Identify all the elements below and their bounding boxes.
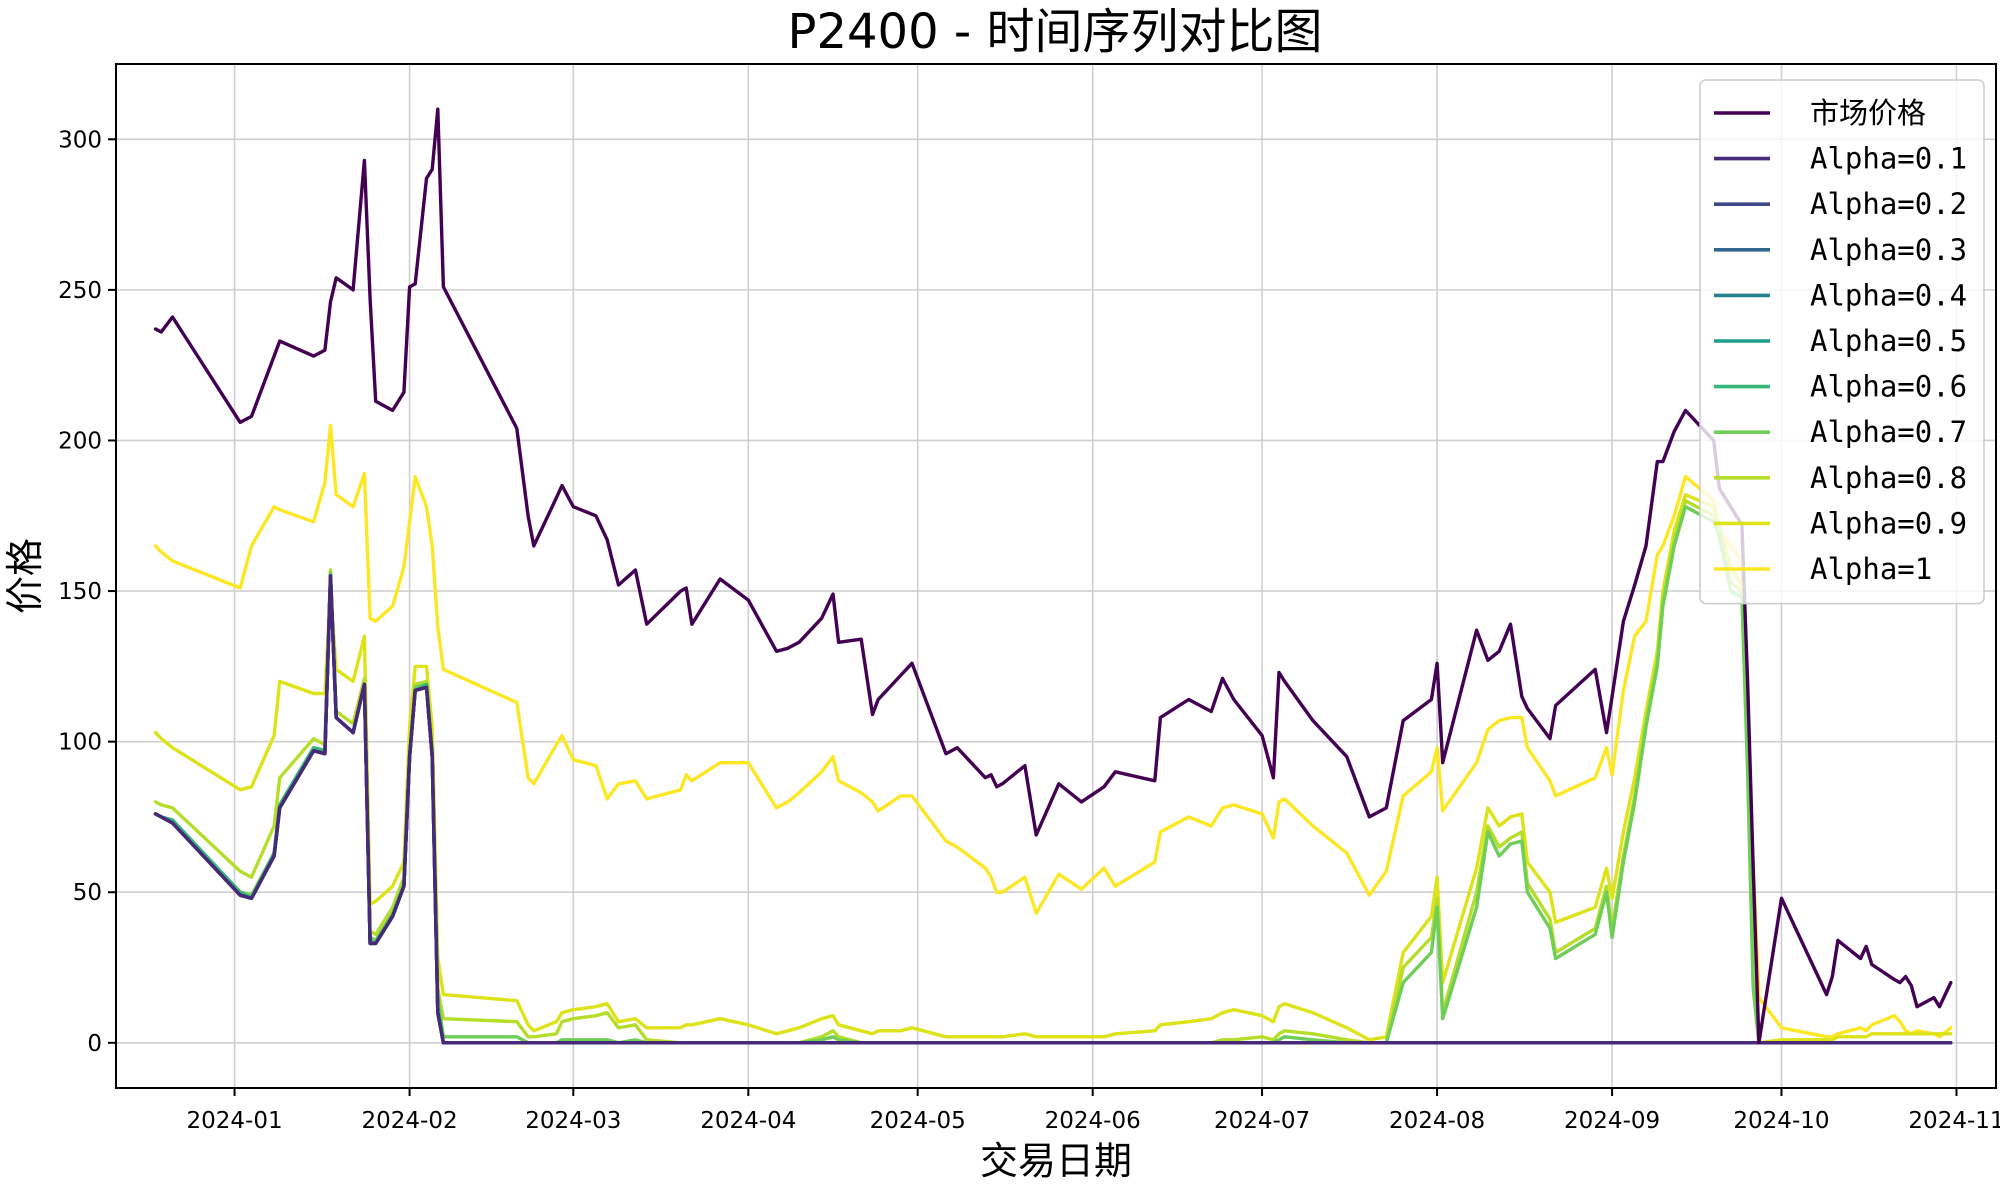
legend-label: 市场价格 bbox=[1810, 96, 1926, 130]
legend: 市场价格 Alpha=0.1 Alpha=0.2 Alpha=0.3 Alpha=0.4… bbox=[1699, 79, 1985, 605]
plot-frame bbox=[115, 63, 1997, 1089]
y-tick-label: 50 bbox=[73, 880, 102, 906]
legend-label: Alpha=0.9 bbox=[1810, 506, 1967, 540]
legend-label: Alpha=0.4 bbox=[1810, 278, 1967, 312]
x-tick-label: 2024-07 bbox=[1214, 1108, 1310, 1134]
x-tick-label: 2024-09 bbox=[1564, 1108, 1660, 1134]
y-tick-label: 150 bbox=[58, 579, 102, 605]
legend-label: Alpha=0.1 bbox=[1810, 142, 1967, 176]
x-tick-label: 2024-08 bbox=[1389, 1108, 1485, 1134]
x-tick-label: 2024-04 bbox=[700, 1108, 796, 1134]
x-tick-label: 2024-03 bbox=[525, 1108, 621, 1134]
y-axis-ticks: 0 50 100 150 200 250 300 bbox=[58, 127, 116, 1057]
y-tick-label: 100 bbox=[58, 730, 102, 756]
x-tick-label: 2024-10 bbox=[1733, 1108, 1829, 1134]
legend-box bbox=[1699, 79, 1985, 605]
legend-label: Alpha=0.2 bbox=[1810, 187, 1967, 221]
y-tick-label: 300 bbox=[58, 127, 102, 153]
x-tick-label: 2024-06 bbox=[1045, 1108, 1141, 1134]
x-tick-label: 2024-05 bbox=[870, 1108, 966, 1134]
legend-label: Alpha=0.5 bbox=[1810, 324, 1967, 358]
y-tick-label: 0 bbox=[87, 1031, 102, 1057]
legend-label: Alpha=0.3 bbox=[1810, 233, 1967, 267]
chart-title: P2400 - 时间序列对比图 bbox=[788, 4, 1323, 60]
x-axis-label: 交易日期 bbox=[980, 1139, 1132, 1183]
legend-label: Alpha=0.8 bbox=[1810, 461, 1967, 495]
x-tick-label: 2024-11 bbox=[1908, 1108, 2000, 1134]
series-line-1 bbox=[153, 574, 1953, 1045]
y-axis-label: 价格 bbox=[3, 538, 47, 614]
legend-label: Alpha=0.7 bbox=[1810, 415, 1967, 449]
x-tick-label: 2024-01 bbox=[187, 1108, 283, 1134]
x-axis-ticks: 2024-01 2024-02 2024-03 2024-04 2024-05 2024-… bbox=[187, 1088, 2000, 1134]
legend-label: Alpha=0.6 bbox=[1810, 370, 1967, 404]
y-tick-label: 200 bbox=[58, 428, 102, 454]
x-tick-label: 2024-02 bbox=[362, 1108, 458, 1134]
legend-label: Alpha=1 bbox=[1810, 552, 1932, 586]
y-tick-label: 250 bbox=[58, 278, 102, 304]
